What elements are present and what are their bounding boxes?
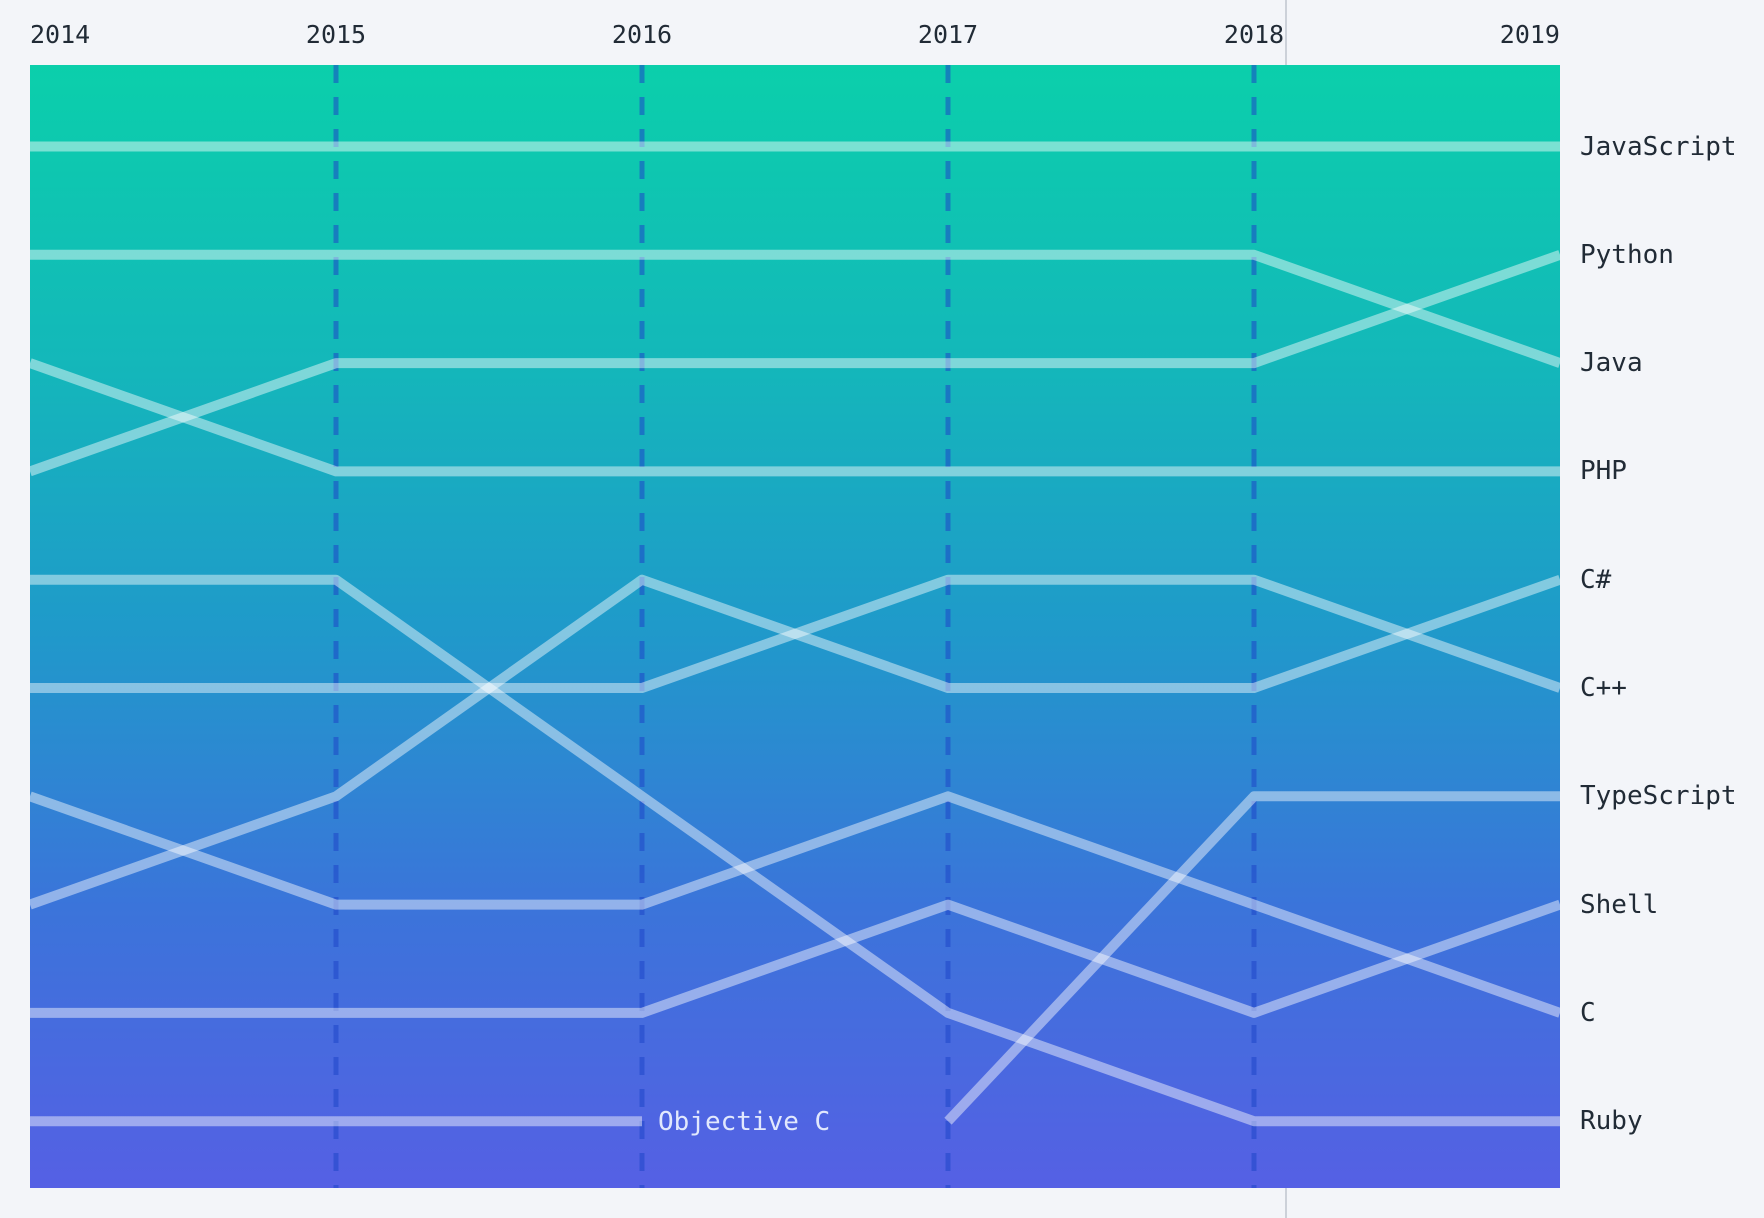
- series-line-shell: [30, 899, 1560, 1018]
- series-line-java: [30, 249, 1560, 368]
- series-line-php: [30, 358, 1560, 477]
- bump-chart-canvas: Objective C: [30, 65, 1560, 1188]
- bump-chart-svg: Objective C: [30, 65, 1560, 1188]
- series-label-shell: Shell: [1580, 889, 1659, 920]
- series-label-javascript: JavaScript: [1580, 131, 1737, 162]
- series-line-typescript: [944, 791, 1560, 1125]
- series-line-python: [30, 250, 1560, 477]
- series-label-c: C#: [1580, 564, 1612, 595]
- year-label-2014: 2014: [30, 20, 91, 49]
- year-label-2018: 2018: [1223, 20, 1285, 49]
- year-label-2017: 2017: [917, 20, 979, 49]
- year-label-2016: 2016: [611, 20, 673, 49]
- series-label-c: C++: [1580, 673, 1627, 703]
- series-line-c: [30, 791, 1560, 1018]
- series-line-c: [30, 574, 1560, 693]
- chart-gradient-background: [30, 65, 1560, 1188]
- series-line-ruby: [30, 574, 1560, 1127]
- series-line-c: [30, 574, 1560, 910]
- series-label-php: PHP: [1580, 456, 1627, 487]
- series-label-c: C: [1580, 997, 1596, 1028]
- series-label-java: Java: [1580, 348, 1643, 379]
- inline-label-objective-c: Objective C: [658, 1107, 830, 1137]
- year-label-2015: 2015: [305, 20, 367, 49]
- year-label-2019: 2019: [1499, 20, 1560, 49]
- series-label-ruby: Ruby: [1580, 1106, 1643, 1137]
- series-label-python: Python: [1580, 239, 1674, 270]
- series-label-typescript: TypeScript: [1580, 781, 1737, 812]
